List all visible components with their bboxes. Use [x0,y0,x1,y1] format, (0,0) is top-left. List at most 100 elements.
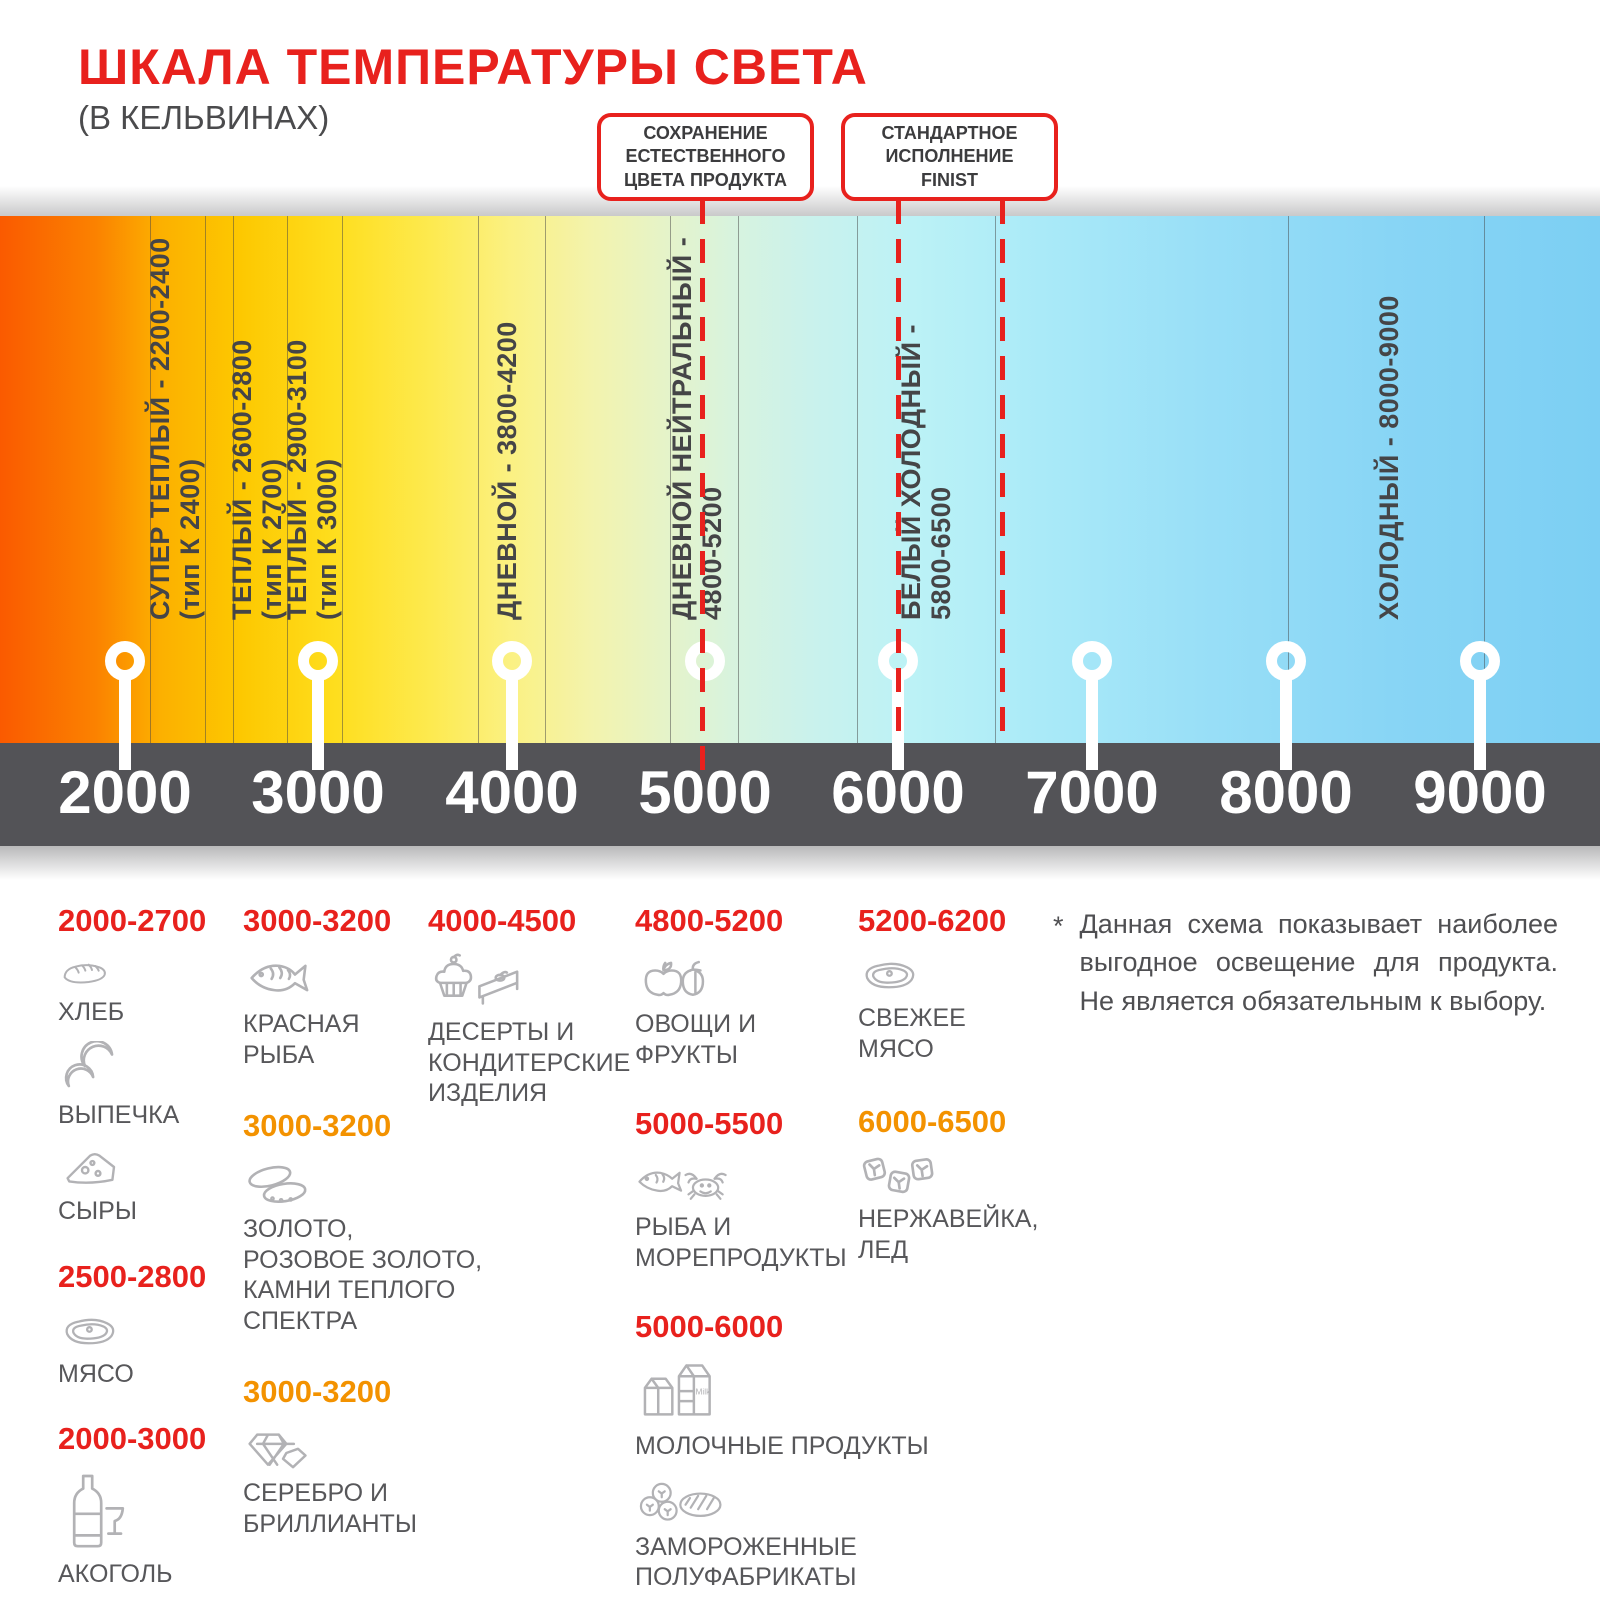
range-label: 3000-3200 [243,1374,392,1409]
rings-icon [243,1157,488,1209]
band-divider [738,216,739,743]
item-label: СЫРЫ [58,1197,137,1225]
range-label: 3000-3200 [243,903,392,938]
marker-stem-2000 [119,675,131,770]
dashed-line-6500 [1000,200,1005,738]
band-label-warm-3000: ТЕПЛЫЙ - 2900-3100 (тип К 3000) [282,339,343,620]
item-label: ЗОЛОТО, РОЗОВОЕ ЗОЛОТО, КАМНИ ТЕПЛОГО СП… [243,1215,483,1335]
category-item: АКОГОЛЬ [58,1470,238,1590]
band-divider [545,216,546,743]
band-divider [857,216,858,743]
category-group: 6000-6500 НЕРЖАВЕЙКА, ЛЕД [858,1104,1068,1265]
item-label: ВЫПЕЧКА [58,1100,180,1129]
dashed-line-6000 [896,200,901,745]
item-label: КРАСНАЯ РЫБА [243,1010,360,1069]
range-label: 5000-5500 [635,1106,784,1141]
temperature-gradient-band [0,216,1600,743]
category-item: ДЕСЕРТЫ И КОНДИТЕРСКИЕ ИЗДЕЛИЯ [428,952,633,1109]
range-label: 5000-6000 [635,1309,784,1344]
category-column-1: 2000-2700 ХЛЕБ ВЫПЕЧКА СЫРЫ 2500-2800 МЯ… [58,903,238,1600]
marker-stem-4000 [506,675,518,770]
band-divider [995,216,996,743]
band-label-cold: ХОЛОДНЫЙ - 8000-9000 [1374,295,1404,620]
category-column-2: 3000-3200 КРАСНАЯ РЫБА 3000-3200 ЗОЛОТО,… [243,903,488,1571]
range-label: 2500-2800 [58,1258,207,1294]
tick-5000: 5000 [638,759,772,826]
item-label: МОЛОЧНЫЕ ПРОДУКТЫ [635,1432,929,1460]
tick-7000: 7000 [1025,759,1159,826]
category-item: ЗАМОРОЖЕННЫЕ ПОЛУФАБРИКАТЫ [635,1475,935,1593]
kelvin-axis-bar [0,743,1600,846]
category-item: СВЕЖЕЕ МЯСО [858,952,1068,1064]
page-title: ШКАЛА ТЕМПЕРАТУРЫ СВЕТА [78,39,868,95]
marker-ring-5000 [685,641,725,681]
item-label: ДЕСЕРТЫ И КОНДИТЕРСКИЕ ИЗДЕЛИЯ [428,1018,631,1107]
band-label-daylight: ДНЕВНОЙ - 3800-4200 [492,321,522,620]
category-item: ЗОЛОТО, РОЗОВОЕ ЗОЛОТО, КАМНИ ТЕПЛОГО СП… [243,1157,488,1336]
item-label: РЫБА И МОРЕПРОДУКТЫ [635,1213,847,1272]
category-group: 4800-5200 ОВОЩИ И ФРУКТЫ [635,903,935,1070]
category-group: 2000-3000 АКОГОЛЬ [58,1421,238,1590]
band-divider [478,216,479,743]
band-divider [670,216,671,743]
band-label-super-warm: СУПЕР ТЕПЛЫЙ - 2200-2400 (тип К 2400) [145,237,206,620]
category-item: МОЛОЧНЫЕ ПРОДУКТЫ [635,1358,935,1462]
bread-icon [58,952,238,992]
category-column-5: 5200-6200 СВЕЖЕЕ МЯСО 6000-6500 НЕРЖАВЕЙ… [858,903,1068,1297]
tick-8000: 8000 [1219,759,1353,826]
tick-3000: 3000 [251,759,385,826]
band-divider [1484,216,1485,743]
tick-4000: 4000 [445,759,579,826]
band-divider [233,216,234,743]
category-group: 3000-3200 ЗОЛОТО, РОЗОВОЕ ЗОЛОТО, КАМНИ … [243,1108,488,1336]
band-divider [287,216,288,743]
steak-icon [58,1308,238,1354]
category-item: МЯСО [58,1308,238,1390]
bottom-shadow-strip [0,846,1600,880]
category-item: РЫБА И МОРЕПРОДУКТЫ [635,1155,935,1273]
item-label: МЯСО [58,1359,134,1388]
category-column-3: 4000-4500 ДЕСЕРТЫ И КОНДИТЕРСКИЕ ИЗДЕЛИЯ [428,903,633,1141]
frozen-icon [635,1475,935,1527]
category-item: НЕРЖАВЕЙКА, ЛЕД [858,1153,1068,1265]
category-item: СЫРЫ [58,1143,238,1227]
item-label: АКОГОЛЬ [58,1560,173,1588]
category-group: 5200-6200 СВЕЖЕЕ МЯСО [858,903,1068,1064]
tick-2000: 2000 [58,759,192,826]
category-item: ОВОЩИ И ФРУКТЫ [635,952,935,1070]
band-divider [205,216,206,743]
category-group: 5000-6000 МОЛОЧНЫЕ ПРОДУКТЫ ЗАМОРОЖЕННЫЕ… [635,1309,935,1593]
marker-stem-8000 [1280,675,1292,770]
category-group: 3000-3200 СЕРЕБРО И БРИЛЛИАНТЫ [243,1374,488,1539]
range-label: 5200-6200 [858,903,1007,938]
diamonds-icon [243,1423,488,1473]
ice-icon [858,1153,1068,1199]
steak-icon [858,952,1068,998]
footnote: * Данная схема показывает наиболее выгод… [1053,905,1558,1020]
dashed-line-5000 [700,200,705,772]
item-label: НЕРЖАВЕЙКА, ЛЕД [858,1205,1039,1264]
band-divider [150,216,151,743]
range-label: 2000-3000 [58,1421,207,1456]
category-group: 4000-4500 ДЕСЕРТЫ И КОНДИТЕРСКИЕ ИЗДЕЛИЯ [428,903,633,1109]
range-label: 4000-4500 [428,903,577,938]
bottle-icon [58,1470,238,1554]
item-label: ХЛЕБ [58,998,125,1026]
item-label: ОВОЩИ И ФРУКТЫ [635,1010,757,1069]
item-label: ЗАМОРОЖЕННЫЕ ПОЛУФАБРИКАТЫ [635,1532,857,1592]
callout-finist-standard: СТАНДАРТНОЕ ИСПОЛНЕНИЕ FINIST [841,113,1058,201]
range-label: 3000-3200 [243,1108,392,1143]
category-item: СЕРЕБРО И БРИЛЛИАНТЫ [243,1423,488,1539]
band-label-cold-white: БЕЛЫЙ ХОЛОДНЫЙ -5800-6500 [896,324,957,620]
callout-natural-color: СОХРАНЕНИЕ ЕСТЕСТВЕННОГО ЦВЕТА ПРОДУКТА [597,113,814,201]
item-label: СВЕЖЕЕ МЯСО [858,1004,966,1063]
cheese-icon [58,1143,238,1191]
category-item: ВЫПЕЧКА [58,1041,238,1131]
category-group: 2000-2700 ХЛЕБ ВЫПЕЧКА СЫРЫ [58,903,238,1227]
croissant-icon [58,1041,238,1095]
band-divider [342,216,343,743]
category-column-4: 4800-5200 ОВОЩИ И ФРУКТЫ 5000-5500 РЫБА … [635,903,935,1600]
band-label-daylight-neutral: ДНЕВНОЙ НЕЙТРАЛЬНЫЙ -4800-5200 [667,236,728,620]
marker-stem-3000 [312,675,324,770]
